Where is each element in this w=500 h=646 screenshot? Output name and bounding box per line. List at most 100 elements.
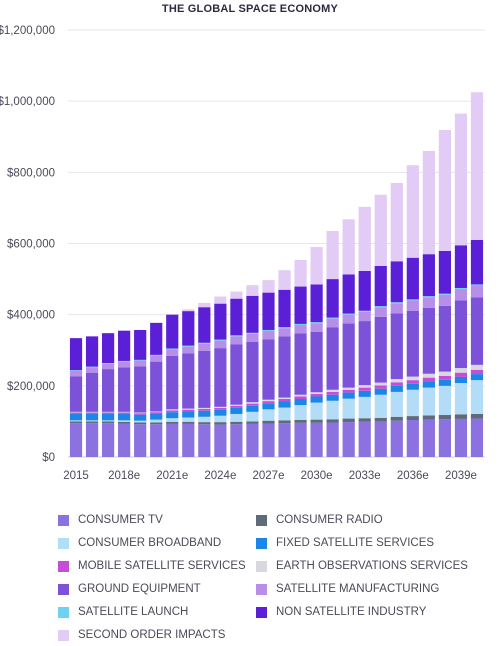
bar-segment bbox=[230, 405, 243, 408]
bar-segment bbox=[198, 407, 211, 409]
bar-segment bbox=[198, 416, 211, 423]
bar-segment bbox=[326, 422, 339, 457]
bar-segment bbox=[342, 323, 355, 388]
bar-segment bbox=[358, 385, 371, 388]
bar-segment bbox=[422, 381, 435, 388]
bar-segment bbox=[438, 250, 451, 294]
bar-segment bbox=[262, 280, 275, 293]
bar-segment bbox=[358, 310, 371, 312]
bar-segment bbox=[454, 287, 468, 290]
bar-segment bbox=[150, 411, 163, 413]
bar-segment bbox=[278, 398, 291, 402]
bar-segment bbox=[390, 303, 403, 314]
bar-segment bbox=[118, 367, 131, 412]
bar-segment bbox=[118, 420, 131, 422]
bar-segment bbox=[422, 415, 435, 420]
bar-segment bbox=[246, 402, 259, 404]
bar-segment bbox=[438, 385, 451, 416]
bar-segment bbox=[310, 284, 323, 323]
bar-segment bbox=[326, 327, 339, 390]
bar-segment bbox=[326, 317, 339, 319]
bar-segment bbox=[310, 422, 323, 457]
x-tick-label: 2024e bbox=[204, 470, 236, 482]
bar-segment bbox=[198, 410, 211, 417]
bar-segment bbox=[69, 370, 83, 371]
bar-segment bbox=[134, 424, 147, 457]
bar-segment bbox=[262, 399, 275, 402]
legend-swatch bbox=[256, 560, 267, 572]
bar-segment bbox=[214, 415, 227, 423]
bar-segment bbox=[134, 366, 147, 413]
legend-item: NON SATELLITE INDUSTRY bbox=[256, 604, 426, 620]
bar-segment bbox=[230, 413, 243, 422]
bar-segment bbox=[438, 415, 451, 420]
bar-segment bbox=[470, 418, 484, 457]
bar-segment bbox=[166, 421, 179, 424]
bar-segment bbox=[470, 380, 484, 414]
bar-segment bbox=[454, 382, 468, 415]
bar-segment bbox=[422, 296, 435, 298]
bar-segment bbox=[342, 314, 355, 324]
bar-segment bbox=[134, 360, 147, 367]
bar-segment bbox=[438, 371, 451, 376]
bar-segment bbox=[246, 332, 259, 334]
bar-segment bbox=[358, 206, 371, 271]
bar-segment bbox=[69, 370, 83, 377]
bar-segment bbox=[85, 413, 99, 421]
bar-segment bbox=[438, 305, 451, 372]
bar-segment bbox=[454, 113, 468, 246]
bar-segment bbox=[438, 419, 451, 457]
x-tick-label: 2039e bbox=[445, 470, 477, 482]
bar-segment bbox=[214, 409, 227, 416]
bar-segment bbox=[438, 294, 451, 306]
bar-segment bbox=[278, 420, 291, 424]
bar-segment bbox=[374, 382, 387, 386]
bar-segment bbox=[102, 420, 115, 422]
bar-segment bbox=[326, 400, 339, 420]
bar-segment bbox=[102, 421, 115, 424]
bar-segment bbox=[406, 419, 419, 457]
legend-label: CONSUMER TV bbox=[78, 514, 163, 526]
bar-segment bbox=[182, 309, 195, 312]
bar-segment bbox=[358, 321, 371, 386]
bar-segment bbox=[406, 376, 419, 381]
bar-segment bbox=[230, 404, 243, 406]
bar-segment bbox=[342, 392, 355, 399]
bar-segment bbox=[246, 403, 259, 406]
bar-segment bbox=[118, 423, 131, 457]
bar-segment bbox=[102, 412, 115, 414]
bar-segment bbox=[118, 412, 131, 414]
stacked-bar-chart: $0 $200,000 $400,000 $600,000 $800,000 $1,000… bbox=[0, 25, 485, 482]
bar-segment bbox=[422, 373, 435, 378]
bar-segment bbox=[278, 401, 291, 408]
bar-segment bbox=[294, 419, 307, 423]
bar-segment bbox=[278, 289, 291, 328]
bar-segment bbox=[326, 279, 339, 318]
legend-label: CONSUMER RADIO bbox=[276, 514, 383, 526]
bar-segment bbox=[118, 360, 131, 362]
x-tick-label: 2033e bbox=[349, 470, 381, 482]
bar-segment bbox=[278, 423, 291, 457]
bar-segment bbox=[102, 413, 115, 421]
bar-segment bbox=[310, 392, 323, 395]
bar-segment bbox=[69, 412, 83, 414]
bar-segment bbox=[278, 328, 291, 337]
legend-label: GROUND EQUIPMENT bbox=[78, 583, 201, 595]
bar-segment bbox=[390, 261, 403, 303]
bar-segment bbox=[246, 333, 259, 342]
bar-segment bbox=[422, 150, 435, 255]
x-tick-label: 2030e bbox=[301, 470, 333, 482]
bar-segment bbox=[454, 300, 468, 369]
bar-segment bbox=[374, 385, 387, 389]
bar-segment bbox=[150, 361, 163, 412]
bar-segment bbox=[134, 413, 147, 415]
bar-segment bbox=[278, 397, 291, 399]
bar-segment bbox=[470, 364, 484, 370]
bar-segment bbox=[422, 377, 435, 382]
bar-segment bbox=[134, 414, 147, 421]
bar-segment bbox=[278, 407, 291, 421]
bar-segment bbox=[150, 355, 163, 362]
legend-label: NON SATELLITE INDUSTRY bbox=[276, 606, 427, 618]
legend-swatch bbox=[58, 514, 69, 526]
bar-segment bbox=[182, 423, 195, 457]
